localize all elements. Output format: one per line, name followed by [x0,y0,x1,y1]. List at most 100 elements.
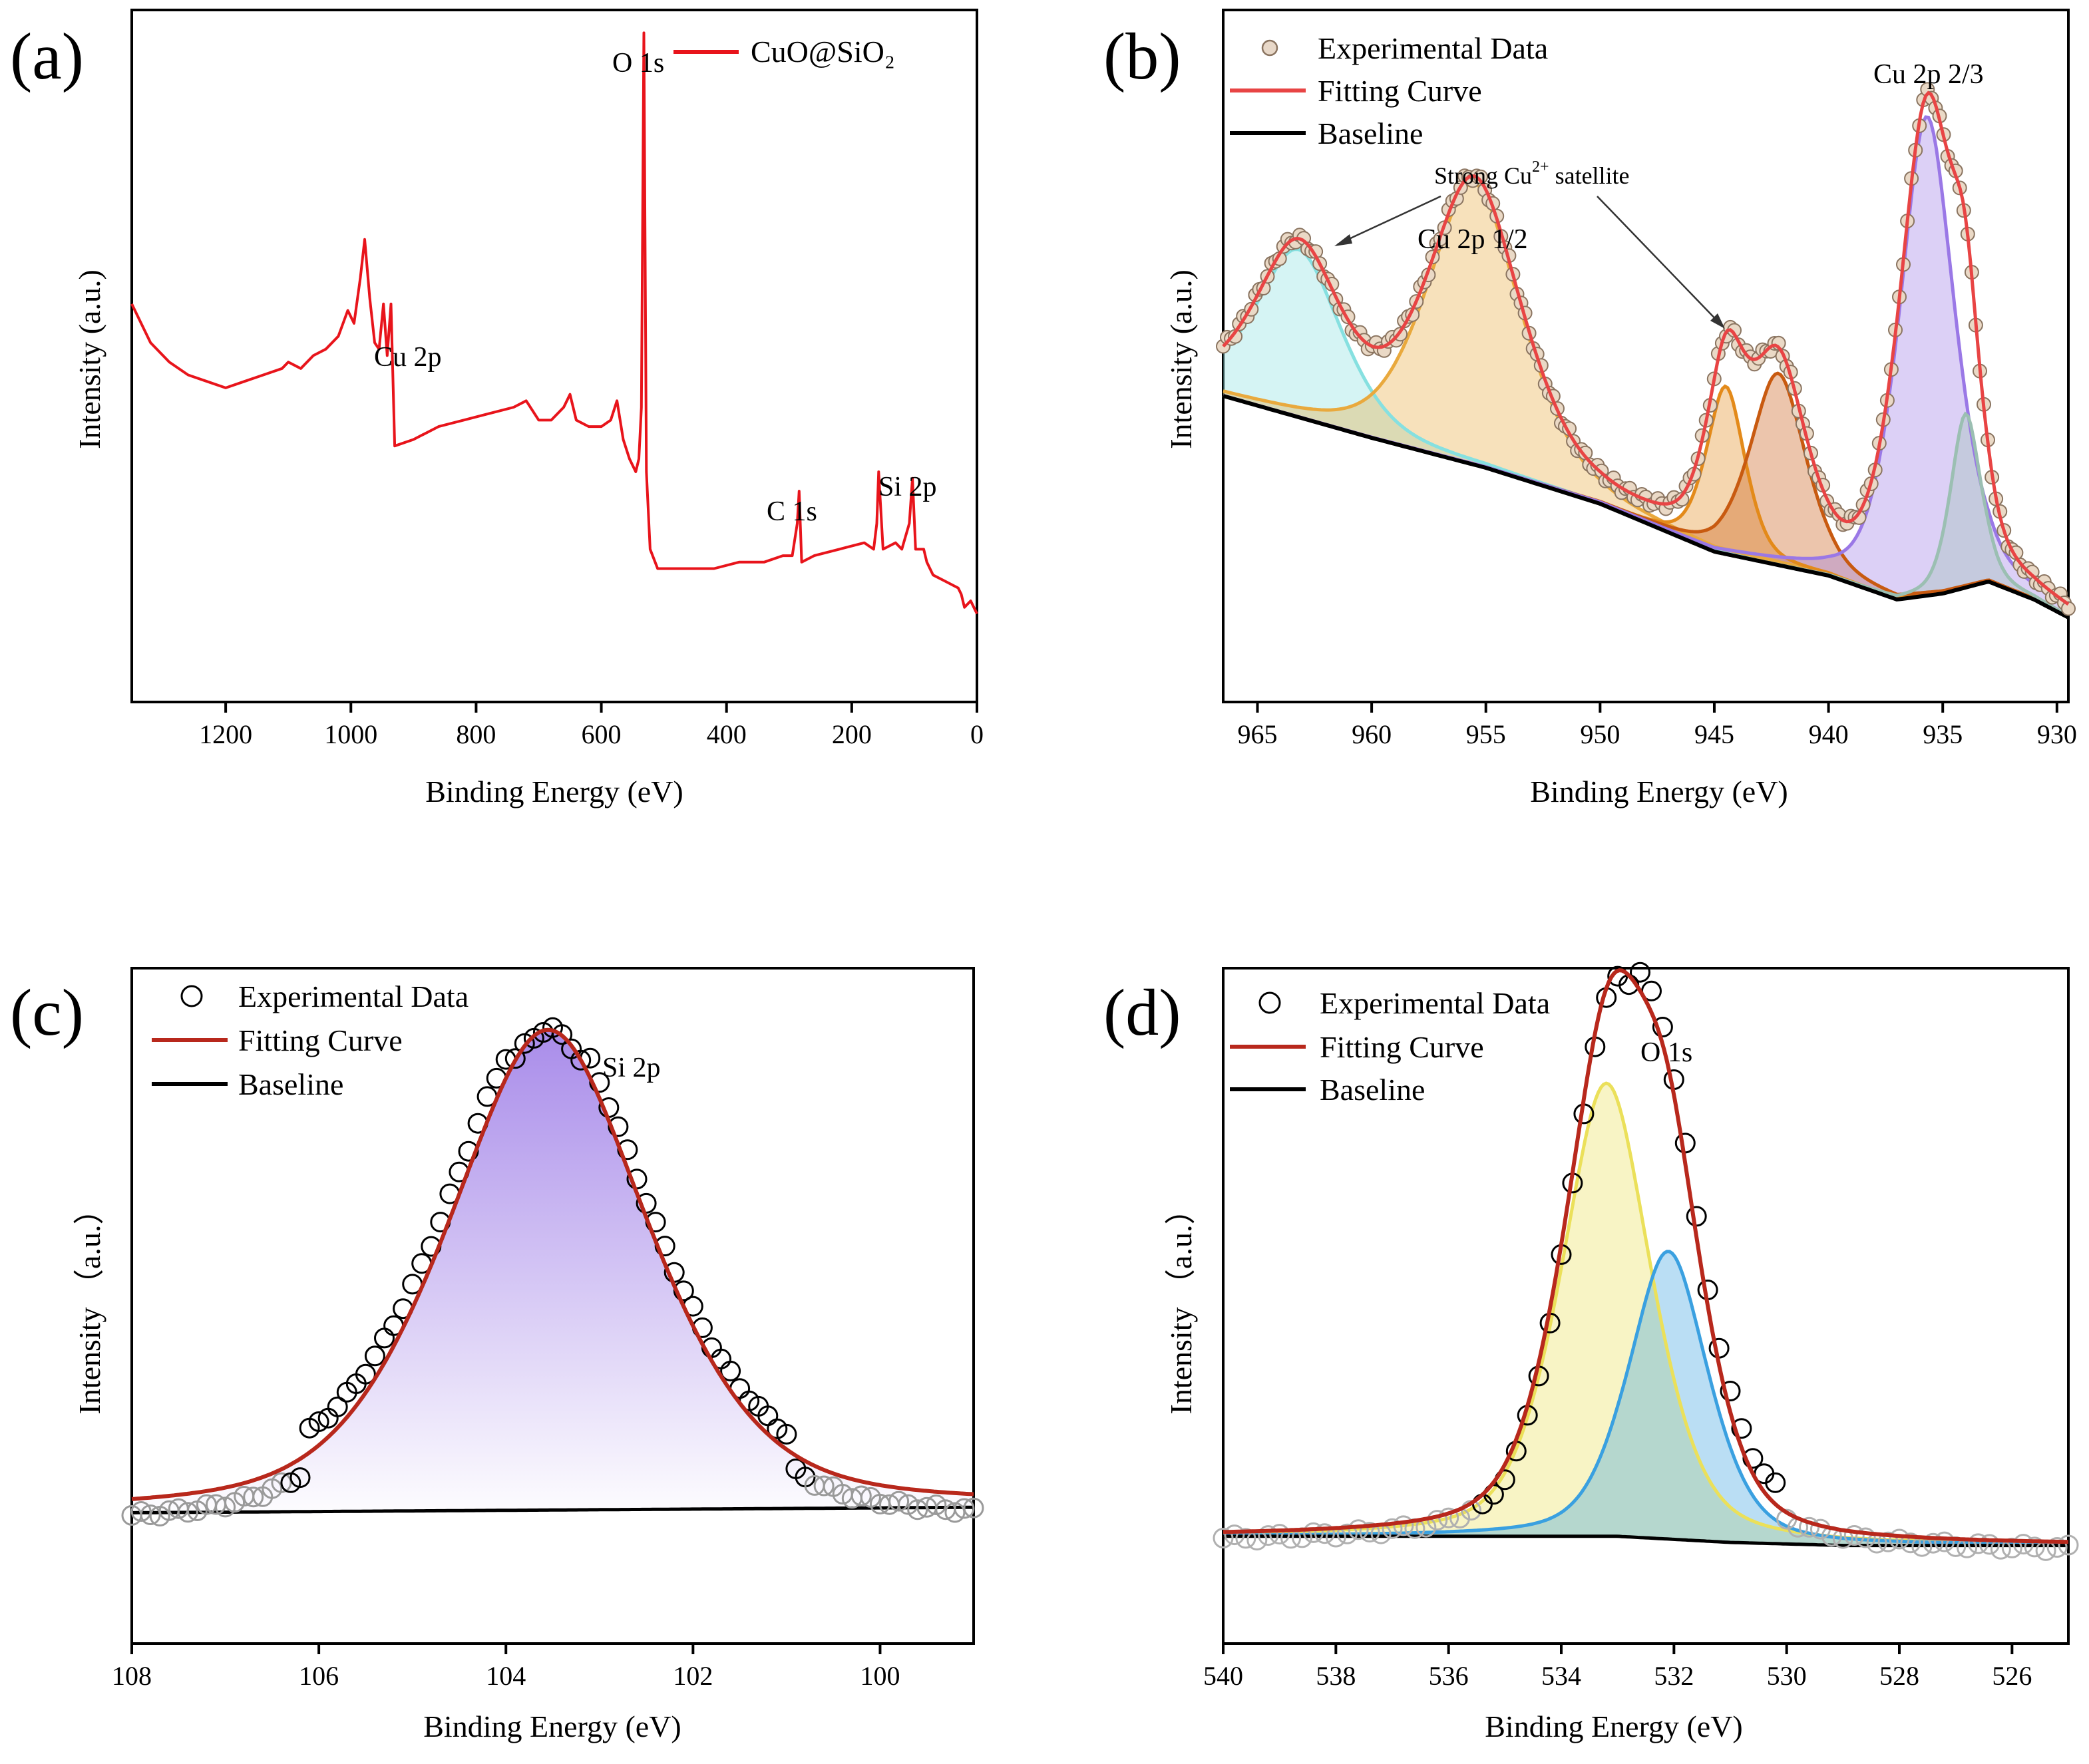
annotation-cu2p: Cu 2p [374,342,442,373]
experimental-point-c [888,1491,910,1512]
experimental-point-c [243,1487,264,1508]
experimental-point-c [944,1502,966,1523]
experimental-point-d [2058,1534,2079,1556]
annotation-o1s: O 1s [612,48,664,79]
annotation-cu2p-23: Cu 2p 2/3 [1873,59,1984,90]
panel-a-xps-survey: (a) 1200 1000 800 600 400 200 0 CuO@SiO₂ O 1s … [10,9,984,808]
x-ticks-b: 965 960 955 950 945 940 935 930 [1237,702,2077,749]
experimental-point-c [130,1501,152,1522]
experimental-point-c [963,1497,984,1518]
panel-label-a: (a) [10,19,84,93]
x-tick-label-a-0: 0 [970,719,984,749]
experimental-point-c [308,1411,329,1432]
x-axis-label-d: Binding Energy (eV) [1485,1709,1743,1743]
experimental-point-d [1720,1381,1741,1401]
x-tick-label-a-1000: 1000 [324,719,377,749]
experimental-point-d [1742,1448,1764,1469]
x-tick-label-d-540: 540 [1203,1661,1243,1691]
experimental-point-d [1765,1472,1786,1493]
x-tick-label-b-950: 950 [1580,719,1620,749]
legend-label-experimental-d: Experimental Data [1320,986,1550,1020]
experimental-point-d [2046,1537,2068,1558]
experimental-point-c [504,1048,526,1069]
panel-b-cu2p: (b) 965 960 955 950 945 940 935 930 Experimenta… [1103,9,2077,808]
annotation-cu2p-12: Cu 2p 1/2 [1418,224,1528,255]
experimental-point-d [1348,1519,1369,1540]
legend-label-experimental-b: Experimental Data [1318,31,1548,65]
experimental-point-d [1877,1531,1899,1552]
experimental-point-d [1303,1522,1324,1543]
legend-label-baseline-b: Baseline [1318,116,1423,150]
legend-label-fit-c: Fitting Curve [238,1023,403,1057]
experimental-point-d [1855,1527,1876,1548]
annotation-c1s: C 1s [767,496,817,527]
x-tick-label-d-526: 526 [1992,1661,2032,1691]
experimental-point-d [2012,1534,2034,1555]
x-tick-label-a-1200: 1200 [199,719,252,749]
experimental-point-d [1314,1523,1335,1544]
experimental-point-d [1258,1525,1279,1546]
panel-label-c: (c) [10,975,84,1049]
x-ticks-c: 108 106 104 102 100 [112,1644,900,1691]
experimental-point-d [1336,1523,1358,1544]
legend-label-fit-b: Fitting Curve [1318,74,1482,108]
x-tick-label-c-102: 102 [673,1661,713,1691]
legend-marker-experimental-c [180,985,203,1007]
experimental-point-d [1630,962,1650,983]
legend-marker-experimental-d [1258,991,1281,1014]
x-tick-label-b-945: 945 [1694,719,1734,749]
experimental-point-d [1968,1533,1989,1554]
experimental-point-c [570,1049,592,1071]
experimental-point-c [776,1423,797,1445]
arrow-satellite-left [1337,195,1441,246]
experimental-point-c [374,1327,395,1349]
x-tick-label-b-955: 955 [1466,719,1506,749]
experimental-point-d [1213,1528,1234,1548]
experimental-point-d [1224,1524,1245,1546]
experimental-point-c [327,1396,348,1417]
plot-frame-b [1222,9,2070,703]
survey-line [130,31,978,615]
x-tick-label-d-538: 538 [1316,1661,1356,1691]
y-axis-label-a: Intensity (a.u.) [73,269,106,449]
plot-frame-d [1222,967,2070,1645]
x-tick-label-c-108: 108 [112,1661,152,1691]
legend-label-fit-d: Fitting Curve [1320,1030,1484,1064]
experimental-point-d [1686,1206,1707,1227]
peak-line-d-1 [1223,1250,2069,1546]
arrowhead-satellite-right [1710,313,1725,329]
peak-fill-d-0 [1223,1083,2068,1546]
experimental-point-d [1269,1524,1290,1545]
x-tick-label-b-935: 935 [1923,719,1963,749]
legend-label-baseline-c: Baseline [238,1067,343,1101]
experimental-point-c [289,1467,311,1489]
experimental-point-d [2001,1537,2022,1558]
x-axis-label-c: Binding Energy (eV) [423,1709,681,1743]
experimental-point-d [1889,1528,1910,1550]
annotation-si2p-c: Si 2p [602,1053,661,1083]
x-tick-label-b-930: 930 [2037,719,2077,749]
x-tick-label-a-200: 200 [832,719,872,749]
arrow-satellite-right [1597,196,1723,327]
x-tick-label-d-530: 530 [1767,1661,1807,1691]
peak-fill-b-0 [1223,249,2068,618]
fitting-curve-d [1223,968,2069,1544]
panel-label-b: (b) [1103,19,1181,93]
experimental-point-c [215,1497,236,1518]
peak-lines-d [1223,1081,2069,1546]
experimental-point-c [907,1499,928,1520]
legend-label-baseline-d: Baseline [1320,1073,1425,1107]
experimental-point-c [364,1345,385,1367]
x-tick-label-d-528: 528 [1879,1661,1919,1691]
experimental-point-d [1393,1515,1414,1536]
peak-fill-d-1 [1223,1251,2068,1546]
y-axis-label-b: Intensity (a.u.) [1164,269,1198,449]
panel-label-d: (d) [1103,975,1181,1049]
x-ticks-a: 1200 1000 800 600 400 200 0 [199,702,984,749]
x-tick-label-a-600: 600 [582,719,622,749]
experimental-points-c [121,1017,984,1526]
x-ticks-d: 540 538 536 534 532 530 528 526 [1203,1644,2032,1691]
x-tick-label-a-800: 800 [456,719,496,749]
x-tick-label-c-106: 106 [299,1661,339,1691]
